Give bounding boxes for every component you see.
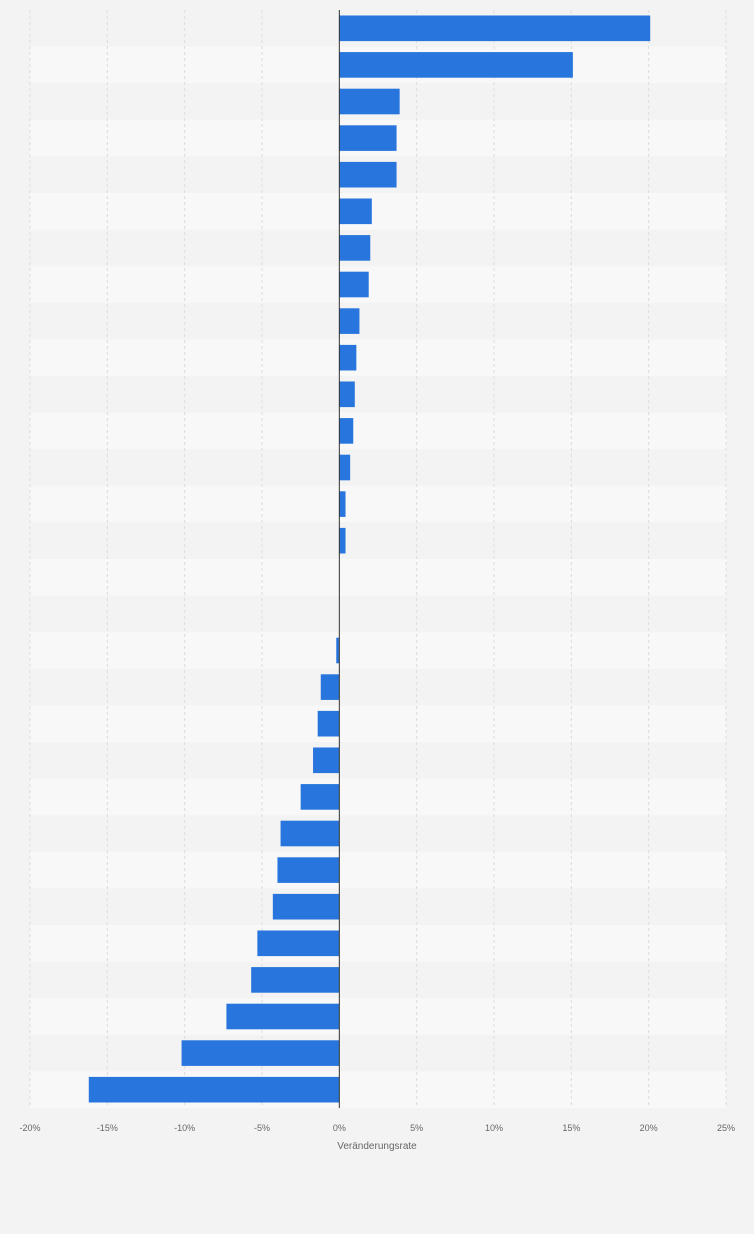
bar (339, 308, 360, 334)
bar (339, 198, 372, 225)
x-tick-label: 15% (562, 1123, 580, 1133)
row-band (30, 485, 726, 523)
row-band (30, 229, 726, 267)
bar (257, 930, 340, 957)
row-band (30, 705, 726, 742)
grid-lines (29, 10, 727, 1108)
row-band (30, 376, 726, 413)
bar (339, 271, 369, 298)
bar (339, 88, 400, 115)
row-band (30, 449, 726, 486)
row-band (30, 961, 726, 999)
row-band (30, 559, 726, 596)
bar (336, 637, 340, 664)
row-band (30, 925, 726, 962)
x-tick-label: -15% (97, 1123, 118, 1133)
bar (88, 1076, 340, 1103)
x-tick-label: -5% (254, 1123, 270, 1133)
x-tick-label: 25% (717, 1123, 735, 1133)
bars (88, 15, 651, 1103)
row-band (30, 632, 726, 669)
row-band (30, 302, 726, 340)
bar (251, 967, 340, 993)
row-band (30, 668, 726, 706)
row-band (30, 595, 726, 633)
bar (339, 344, 357, 371)
bar (181, 1040, 340, 1066)
bar (339, 527, 346, 554)
bar (272, 893, 340, 920)
x-tick-label: 10% (485, 1123, 503, 1133)
bar (277, 857, 340, 883)
row-bands (30, 10, 726, 1108)
row-band (30, 1034, 726, 1072)
bar (313, 747, 340, 774)
row-band (30, 193, 726, 230)
x-tick-label: -20% (19, 1123, 40, 1133)
row-band (30, 742, 726, 779)
bar (339, 454, 351, 481)
row-band (30, 522, 726, 559)
x-tick-label: 20% (640, 1123, 658, 1133)
row-band (30, 851, 726, 889)
bar (317, 710, 340, 737)
row-band (30, 888, 726, 925)
bar (339, 52, 573, 78)
x-tick-label: 0% (333, 1123, 346, 1133)
bar (300, 784, 340, 810)
row-band (30, 266, 726, 303)
bar (280, 820, 340, 847)
row-band (30, 339, 726, 376)
bar (339, 418, 354, 444)
bar (339, 125, 397, 151)
bar (339, 381, 355, 408)
bar (339, 235, 371, 261)
bar (339, 161, 397, 188)
row-band (30, 412, 726, 450)
x-tick-labels: -20% -15% -10% -5% 0% 5% 10% 15% 20% 25% (19, 1123, 735, 1133)
row-band (30, 778, 726, 816)
row-band (30, 815, 726, 852)
bar (339, 491, 346, 517)
bar (339, 15, 651, 42)
x-tick-label: -10% (174, 1123, 195, 1133)
bar (226, 1003, 340, 1030)
x-tick-label: 5% (410, 1123, 423, 1133)
row-band (30, 998, 726, 1035)
x-axis-label: Veränderungsrate (337, 1141, 417, 1152)
bar (320, 674, 340, 700)
